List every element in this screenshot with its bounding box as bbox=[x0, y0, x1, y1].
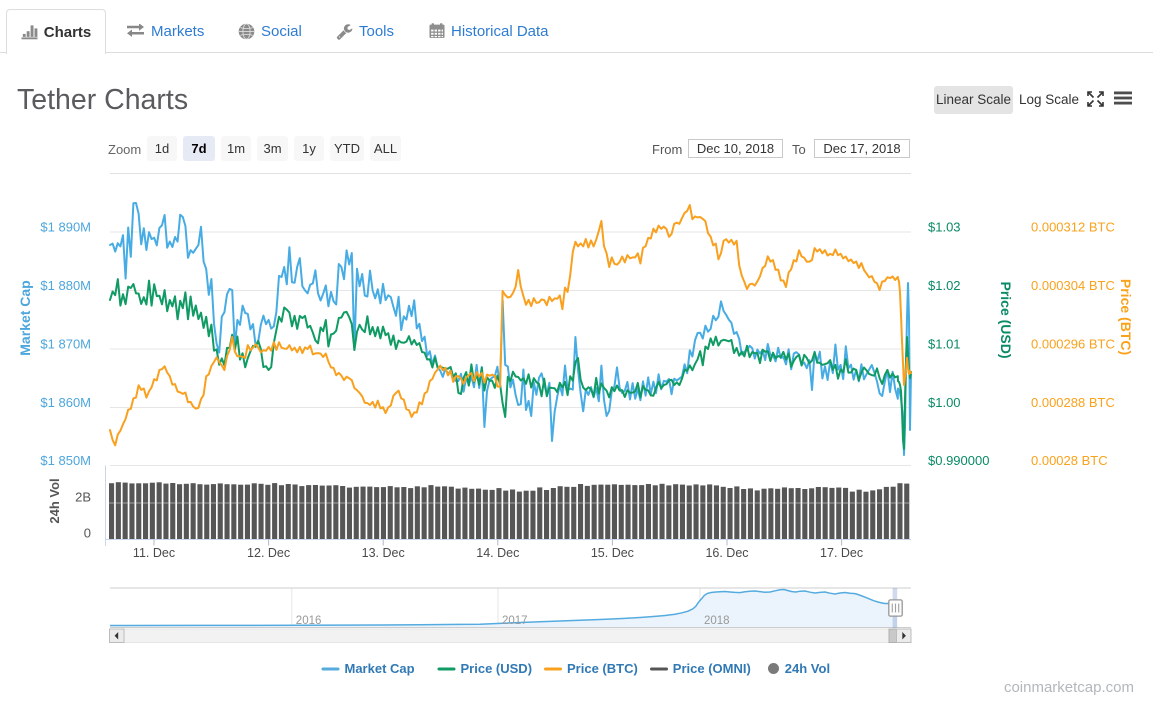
svg-text:0.00028 BTC: 0.00028 BTC bbox=[1031, 453, 1108, 468]
svg-text:24h Vol: 24h Vol bbox=[47, 478, 62, 523]
svg-text:0.000304 BTC: 0.000304 BTC bbox=[1031, 278, 1115, 293]
svg-text:Price (BTC): Price (BTC) bbox=[567, 661, 638, 676]
svg-text:0.000296 BTC: 0.000296 BTC bbox=[1031, 337, 1115, 352]
svg-text:0.000288 BTC: 0.000288 BTC bbox=[1031, 395, 1115, 410]
svg-text:14. Dec: 14. Dec bbox=[476, 546, 519, 560]
svg-text:$1 850M: $1 850M bbox=[40, 453, 91, 468]
svg-text:16. Dec: 16. Dec bbox=[705, 546, 748, 560]
svg-text:15. Dec: 15. Dec bbox=[591, 546, 634, 560]
svg-text:$1 890M: $1 890M bbox=[40, 220, 91, 235]
svg-text:13. Dec: 13. Dec bbox=[362, 546, 405, 560]
svg-text:$1 870M: $1 870M bbox=[40, 337, 91, 352]
svg-text:17. Dec: 17. Dec bbox=[820, 546, 863, 560]
svg-text:0.000312 BTC: 0.000312 BTC bbox=[1031, 220, 1115, 235]
svg-text:2016: 2016 bbox=[296, 615, 322, 627]
svg-text:2B: 2B bbox=[75, 490, 91, 505]
svg-text:$1 860M: $1 860M bbox=[40, 395, 91, 410]
svg-text:2017: 2017 bbox=[502, 615, 528, 627]
svg-text:$1.00: $1.00 bbox=[928, 395, 961, 410]
svg-text:12. Dec: 12. Dec bbox=[247, 546, 290, 560]
svg-text:$1.02: $1.02 bbox=[928, 278, 961, 293]
svg-text:0: 0 bbox=[84, 526, 91, 541]
svg-text:24h Vol: 24h Vol bbox=[785, 661, 830, 676]
svg-text:Price (OMNI): Price (OMNI) bbox=[673, 661, 751, 676]
svg-text:Market Cap: Market Cap bbox=[345, 661, 415, 676]
svg-text:$1 880M: $1 880M bbox=[40, 278, 91, 293]
svg-text:2018: 2018 bbox=[704, 615, 730, 627]
svg-text:Price (USD): Price (USD) bbox=[461, 661, 533, 676]
svg-text:Price (USD): Price (USD) bbox=[998, 281, 1014, 358]
svg-text:11. Dec: 11. Dec bbox=[133, 546, 175, 560]
svg-text:Price (BTC): Price (BTC) bbox=[1118, 279, 1134, 355]
svg-text:$0.990000: $0.990000 bbox=[928, 453, 989, 468]
svg-text:$1.01: $1.01 bbox=[928, 337, 961, 352]
svg-text:$1.03: $1.03 bbox=[928, 220, 961, 235]
svg-text:Market Cap: Market Cap bbox=[17, 280, 33, 355]
